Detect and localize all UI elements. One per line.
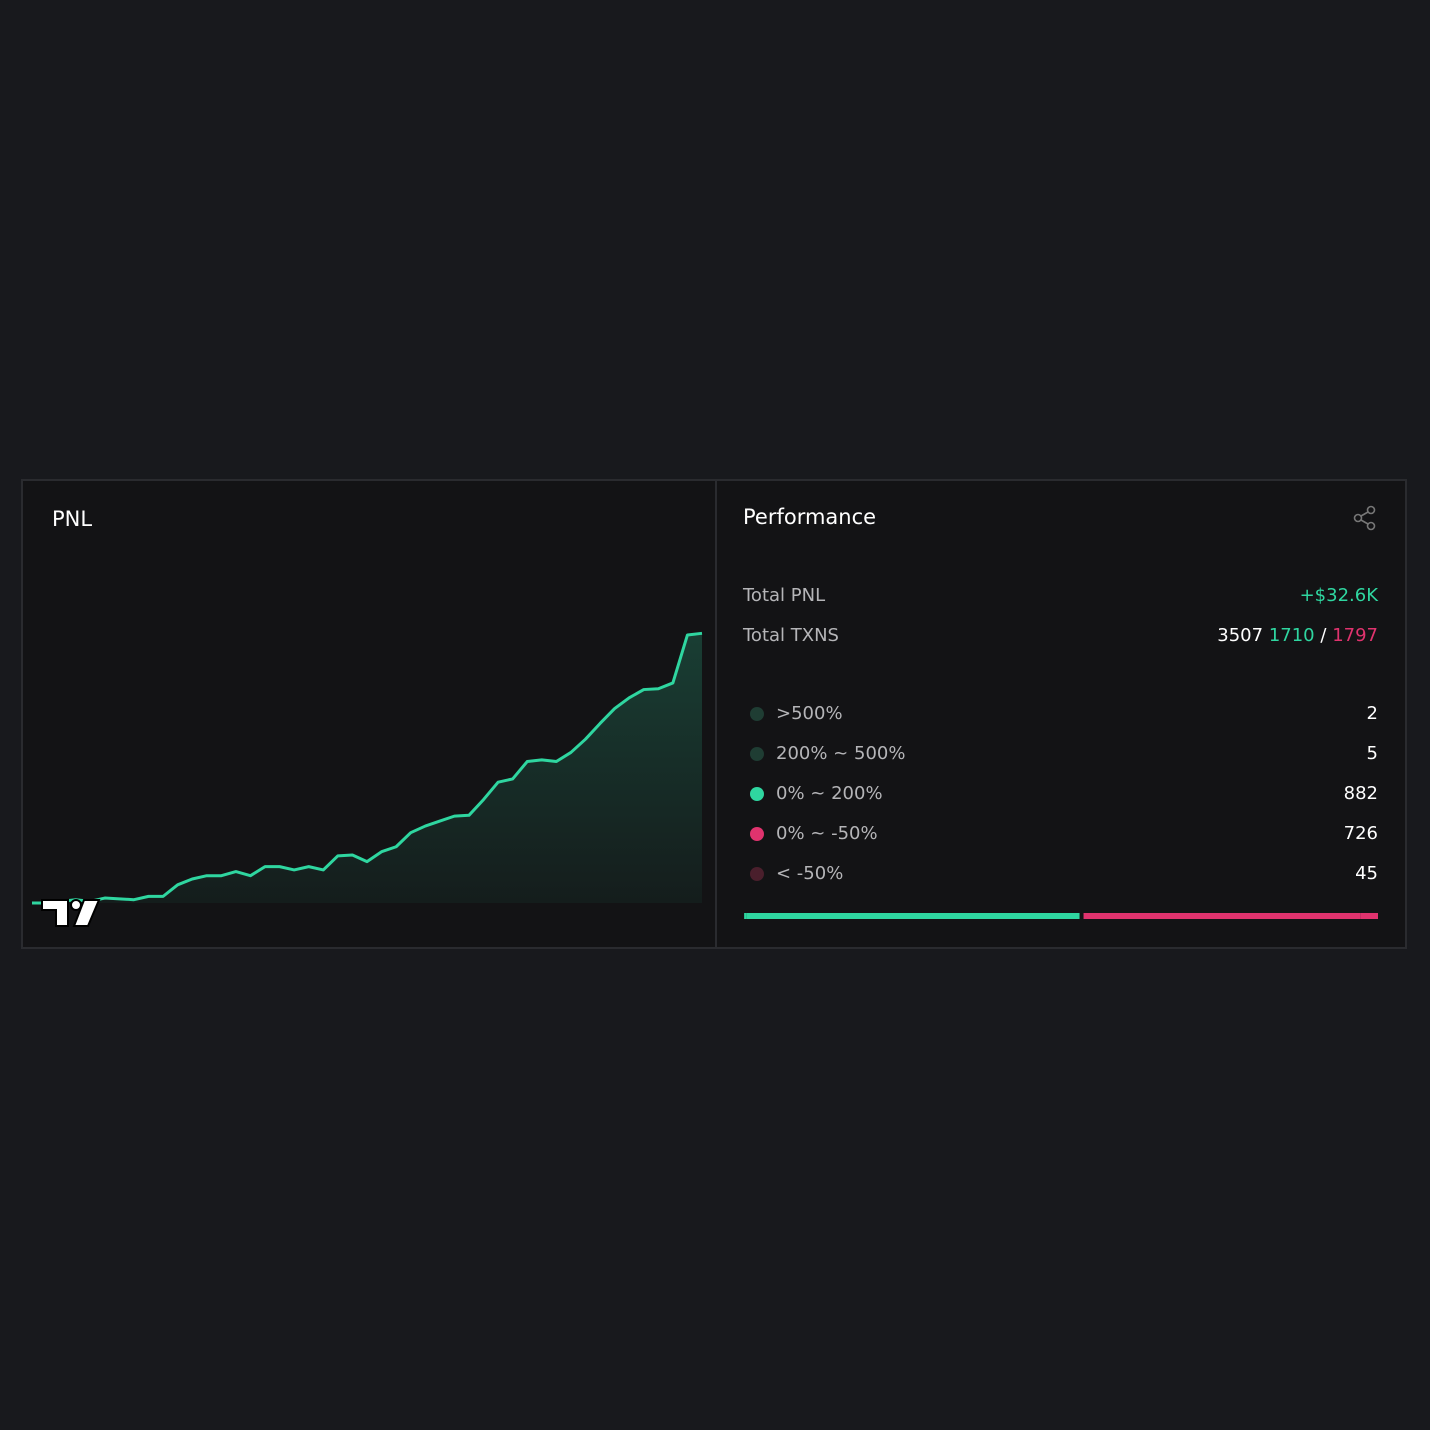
txns-separator: / <box>1320 625 1327 646</box>
bucket-count: 5 <box>1367 743 1378 764</box>
bucket-name: 200% ~ 500% <box>776 743 905 764</box>
bar-segment <box>746 913 1080 919</box>
share-icon[interactable] <box>1353 505 1376 531</box>
bucket-dot <box>750 867 764 881</box>
bucket-count: 726 <box>1344 823 1378 844</box>
bucket-name: 0% ~ 200% <box>776 783 883 804</box>
bucket-dot <box>750 707 764 721</box>
txns-wins: 1710 <box>1269 625 1315 646</box>
bucket-count: 45 <box>1355 863 1378 884</box>
total-txns-label: Total TXNS <box>742 625 839 646</box>
pnl-area <box>32 633 702 903</box>
bucket-name: >500% <box>776 703 843 724</box>
bar-segment <box>744 913 745 919</box>
performance-title: Performance <box>743 505 876 529</box>
bucket-dot <box>750 827 764 841</box>
total-pnl-value: +$32.6K <box>1300 585 1380 606</box>
card <box>21 479 1407 949</box>
bar-segment <box>744 913 747 919</box>
bucket-count: 2 <box>1367 703 1378 724</box>
bucket-name: < -50% <box>776 863 843 884</box>
pnl-line <box>32 631 703 905</box>
bucket-count: 882 <box>1344 783 1378 804</box>
bucket-dot <box>750 747 764 761</box>
total-pnl-label: Total PNL <box>742 585 825 606</box>
pnl-title: PNL <box>52 507 92 531</box>
bar-segment <box>1083 913 1361 919</box>
bucket-name: 0% ~ -50% <box>776 823 878 844</box>
tv-logo <box>41 899 101 927</box>
bucket-dot <box>750 787 764 801</box>
txns-losses: 1797 <box>1332 625 1378 646</box>
txns-total: 3507 <box>1217 625 1263 646</box>
total-txns-value: 3507 1710 / 1797 <box>1217 625 1378 646</box>
bar-segment <box>1360 913 1378 919</box>
